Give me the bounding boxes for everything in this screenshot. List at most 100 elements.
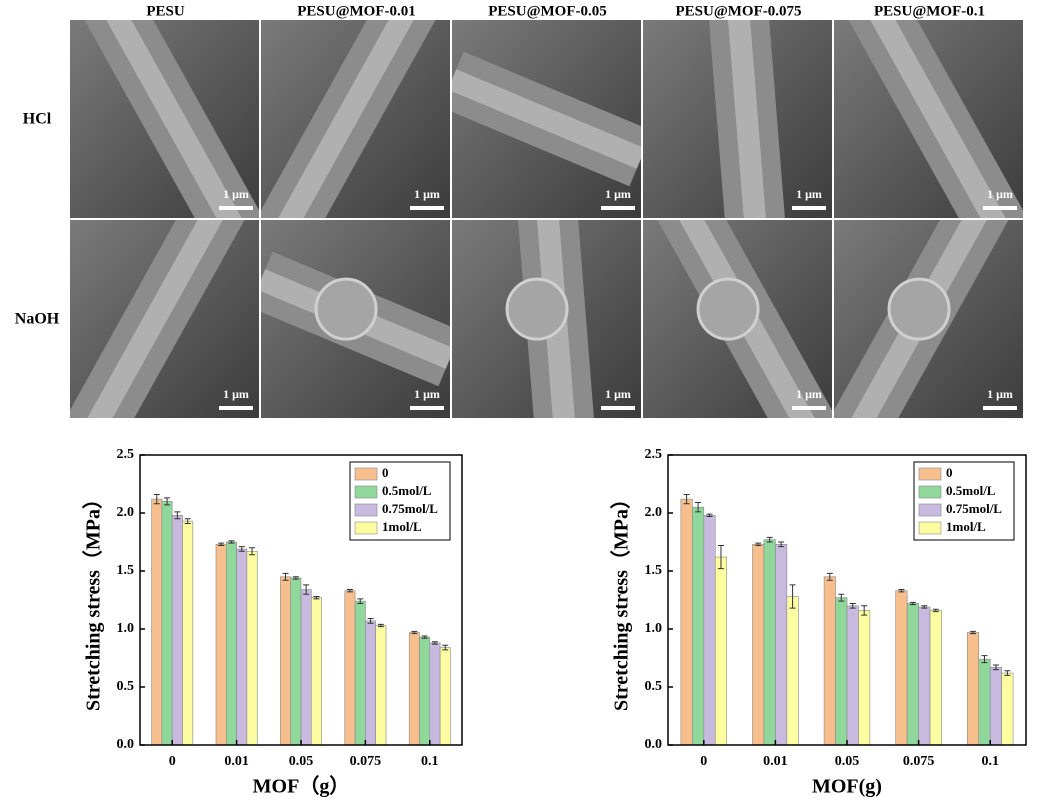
sem-image: 1 μm bbox=[452, 20, 641, 218]
y-tick-label: 1.5 bbox=[117, 563, 135, 578]
legend-swatch bbox=[354, 503, 378, 517]
error-bar bbox=[717, 544, 724, 570]
legend-swatch bbox=[354, 521, 378, 535]
scale-bar-label: 1 μm bbox=[796, 187, 822, 201]
error-bar bbox=[292, 576, 299, 580]
bar bbox=[989, 666, 1002, 746]
x-axis-label: MOF(g) bbox=[812, 776, 882, 798]
scale-bar-label: 1 μm bbox=[223, 187, 249, 201]
sem-image: 1 μm bbox=[70, 220, 259, 418]
sem-image: 1 μm bbox=[643, 20, 832, 218]
legend-swatch bbox=[918, 485, 942, 499]
scale-bar bbox=[410, 406, 444, 410]
x-tick-label: 0.1 bbox=[421, 754, 439, 769]
error-bar bbox=[228, 540, 235, 544]
error-bar bbox=[174, 511, 181, 520]
error-bar bbox=[766, 536, 773, 543]
bar bbox=[300, 589, 312, 746]
legend-label: 0 bbox=[946, 465, 953, 480]
bar bbox=[978, 658, 991, 746]
scale-bar bbox=[601, 406, 635, 410]
column-label: PESU@MOF-0.05 bbox=[488, 3, 607, 19]
y-tick-label: 1.5 bbox=[645, 563, 663, 578]
sem-image: 1 μm bbox=[643, 220, 832, 418]
error-bar bbox=[164, 497, 171, 506]
scale-bar-label: 1 μm bbox=[414, 187, 440, 201]
bar bbox=[290, 577, 302, 746]
bar bbox=[835, 597, 848, 746]
y-tick-label: 2.5 bbox=[645, 447, 663, 462]
error-bar bbox=[377, 623, 384, 628]
legend-label: 1mol/L bbox=[382, 519, 422, 534]
error-bar bbox=[367, 618, 374, 624]
sem-content bbox=[70, 20, 259, 218]
sem-content bbox=[70, 220, 259, 418]
scale-bar-label: 1 μm bbox=[987, 387, 1013, 401]
column-label: PESU@MOF-0.1 bbox=[874, 3, 985, 19]
bar bbox=[786, 596, 799, 746]
bar bbox=[703, 515, 716, 746]
error-bar bbox=[303, 584, 310, 595]
y-tick-label: 1.0 bbox=[645, 621, 663, 636]
error-bar bbox=[909, 601, 916, 606]
bar bbox=[344, 590, 356, 746]
bar bbox=[1001, 672, 1014, 746]
bar bbox=[311, 597, 322, 746]
row-label: HCl bbox=[23, 111, 52, 128]
error-bar bbox=[184, 518, 191, 524]
bar bbox=[895, 590, 908, 746]
error-bar bbox=[695, 502, 702, 513]
scale-bar bbox=[410, 206, 444, 210]
bar bbox=[225, 541, 237, 746]
sem-image: 1 μm bbox=[834, 220, 1023, 418]
bar bbox=[858, 610, 871, 746]
bar bbox=[906, 603, 919, 746]
sem-content bbox=[643, 220, 832, 418]
x-tick-label: 0 bbox=[700, 754, 707, 769]
bar bbox=[714, 556, 728, 746]
sem-image: 1 μm bbox=[261, 20, 450, 218]
error-bar bbox=[970, 630, 977, 635]
sem-content bbox=[261, 20, 450, 218]
error-bar bbox=[421, 635, 428, 639]
error-bar bbox=[313, 596, 320, 600]
error-bar bbox=[789, 584, 796, 609]
scale-bar-label: 1 μm bbox=[796, 387, 822, 401]
fiber-highlight bbox=[728, 20, 766, 218]
x-tick-label: 0.075 bbox=[350, 754, 382, 769]
y-tick-label: 0.0 bbox=[645, 737, 663, 752]
x-axis-label: MOF（g） bbox=[253, 775, 350, 798]
error-bar bbox=[1004, 670, 1011, 676]
error-bar bbox=[861, 605, 868, 616]
scale-bar-label: 1 μm bbox=[605, 187, 631, 201]
crystal bbox=[505, 277, 569, 341]
bar bbox=[215, 544, 227, 746]
x-tick-label: 0.01 bbox=[224, 754, 249, 769]
bar bbox=[151, 498, 163, 746]
bar bbox=[161, 501, 173, 746]
error-bar bbox=[706, 513, 713, 517]
row-label: NaOH bbox=[15, 311, 60, 328]
scale-bar bbox=[983, 206, 1017, 210]
error-bar bbox=[238, 546, 245, 552]
sem-image: 1 μm bbox=[261, 220, 450, 418]
error-bar bbox=[357, 598, 364, 604]
fiber-highlight bbox=[87, 220, 223, 418]
bar bbox=[775, 544, 788, 746]
sem-image: 1 μm bbox=[452, 220, 641, 418]
sem-content bbox=[452, 20, 641, 218]
bar bbox=[752, 544, 765, 746]
y-tick-label: 0.5 bbox=[117, 679, 135, 694]
error-bar bbox=[778, 541, 785, 548]
scale-bar-label: 1 μm bbox=[414, 387, 440, 401]
legend-swatch bbox=[918, 467, 942, 481]
error-bar bbox=[282, 572, 289, 581]
bar bbox=[365, 620, 377, 746]
scale-bar bbox=[792, 406, 826, 410]
bar bbox=[929, 610, 942, 746]
y-tick-label: 2.0 bbox=[117, 505, 135, 520]
legend-label: 0 bbox=[382, 465, 389, 480]
column-label: PESU@MOF-0.01 bbox=[297, 3, 416, 19]
x-tick-label: 0.075 bbox=[903, 754, 935, 769]
column-label: PESU@MOF-0.075 bbox=[675, 3, 801, 19]
